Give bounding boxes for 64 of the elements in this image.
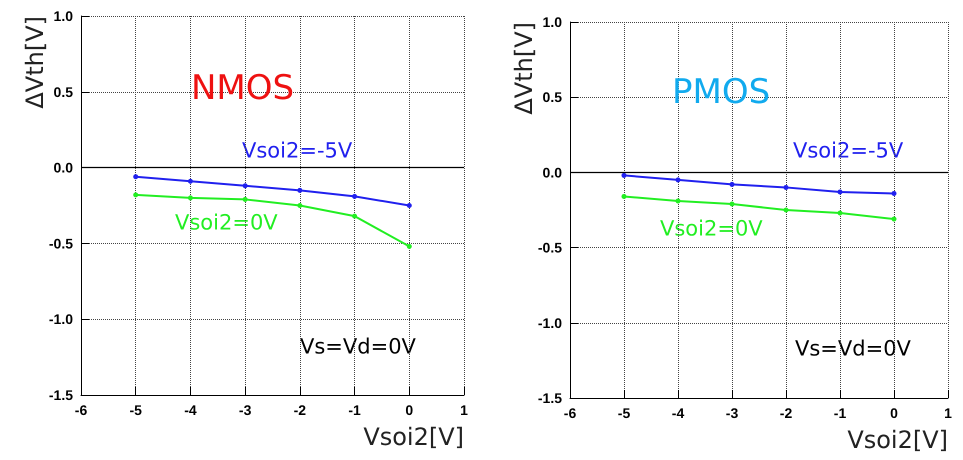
x-tick-label: 1 (460, 402, 468, 418)
point (406, 203, 412, 208)
y-tick-label: -1.0 (538, 314, 562, 331)
x-tick-label: -2 (780, 405, 792, 421)
point (622, 172, 626, 178)
x-tick-label: -3 (238, 402, 252, 418)
x-axis-title: Vsoi2[V] (363, 423, 464, 451)
point (133, 192, 138, 198)
y-tick-label: -1.5 (48, 387, 74, 403)
x-tick-label: -4 (184, 402, 197, 418)
annotation: Vs=Vd=0V (795, 336, 912, 360)
point (730, 201, 734, 206)
x-axis-title: Vsoi2[V] (847, 426, 948, 454)
point (297, 203, 302, 208)
point (892, 190, 896, 196)
x-tick-label: -6 (74, 402, 88, 418)
y-tick-label: -0.5 (538, 240, 562, 256)
y-tick-label: 0.5 (542, 89, 562, 106)
series-label: Vsoi2=0V (660, 216, 764, 240)
point (188, 195, 193, 200)
y-tick-label: 0.0 (542, 164, 562, 180)
x-tick-label: 0 (890, 405, 898, 421)
y-tick-label: -1.0 (48, 311, 74, 328)
y-axis-title: ΔVth[V] (21, 16, 49, 109)
x-tick-label: -1 (834, 405, 846, 421)
text: PMOS (672, 72, 770, 112)
y-tick-label: 1.0 (542, 14, 562, 30)
point (242, 196, 248, 202)
y-axis-title: ΔVth[V] (510, 22, 538, 115)
point (730, 182, 734, 187)
point (838, 210, 842, 216)
point (133, 174, 138, 180)
x-tick-label: -2 (294, 402, 306, 418)
y-tick-label: -1.5 (538, 390, 562, 406)
y-tick-label: 1.0 (54, 8, 74, 24)
x-tick-label: -5 (129, 402, 142, 418)
point (784, 208, 788, 212)
x-tick-label: -3 (726, 405, 738, 421)
annotation: Vs=Vd=0V (300, 334, 417, 358)
point (784, 184, 788, 190)
point (676, 177, 680, 182)
series-label: Vsoi2=-5V (793, 138, 904, 162)
x-tick-label: -6 (564, 405, 576, 421)
point (188, 178, 193, 184)
point (297, 188, 302, 193)
point (622, 194, 626, 199)
y-tick-label: -0.5 (48, 235, 74, 252)
y-tick-label: 0.5 (54, 84, 74, 100)
x-tick-label: 1 (944, 405, 952, 421)
point (352, 214, 358, 219)
point (406, 244, 412, 249)
series-label: Vsoi2=-5V (242, 138, 353, 162)
point (892, 216, 896, 222)
y-tick-label: 0.0 (54, 160, 74, 176)
x-tick-label: -4 (672, 405, 684, 421)
x-tick-label: 0 (405, 402, 414, 418)
text: NMOS (191, 68, 294, 108)
point (352, 194, 358, 199)
series-label: Vsoi2=0V (175, 210, 278, 234)
point (242, 183, 248, 188)
point (676, 198, 680, 204)
x-tick-label: -5 (618, 405, 630, 421)
point (838, 189, 842, 194)
x-tick-label: -1 (348, 402, 362, 418)
